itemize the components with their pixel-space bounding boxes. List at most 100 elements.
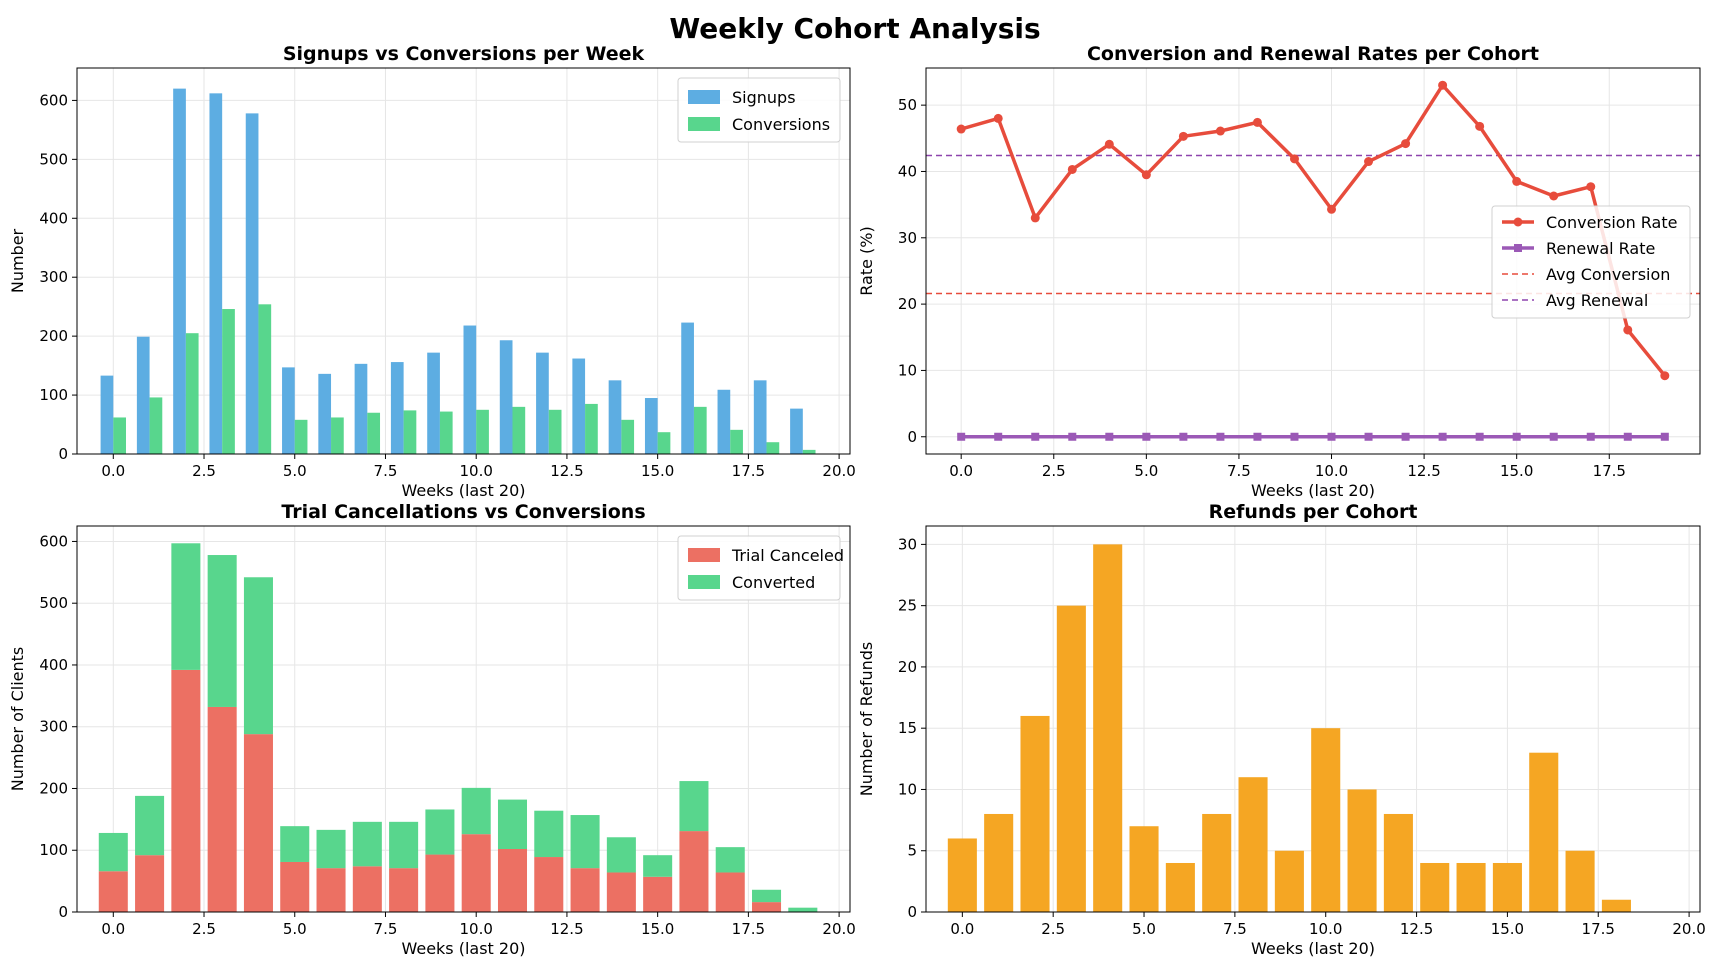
bar-signups <box>644 398 658 454</box>
bar-converted <box>98 832 128 872</box>
y-tick-label: 600 <box>39 91 68 109</box>
bar-converted <box>243 577 273 735</box>
point-conversion-rate <box>1438 80 1448 90</box>
bar-refunds <box>984 813 1014 912</box>
bar-conversions <box>730 429 743 454</box>
legend-label: Avg Conversion <box>1546 265 1670 284</box>
y-tick-label: 300 <box>39 718 68 736</box>
y-tick-label: 40 <box>898 162 917 180</box>
x-tick-label: 17.5 <box>1582 920 1615 938</box>
bar-converted <box>606 837 636 873</box>
bar-converted <box>643 855 673 877</box>
point-conversion-rate <box>1067 164 1077 174</box>
bar-refunds <box>1093 544 1123 912</box>
x-axis-label: Weeks (last 20) <box>401 481 525 500</box>
bar-trial-canceled <box>135 855 165 912</box>
x-tick-label: 10.0 <box>1309 920 1342 938</box>
point-conversion-rate <box>1623 325 1633 335</box>
bar-conversions <box>621 419 635 454</box>
y-tick-label: 30 <box>898 535 917 553</box>
bar-converted <box>679 781 709 832</box>
point-conversion-rate <box>1549 191 1559 201</box>
x-tick-label: 7.5 <box>1227 462 1251 480</box>
point-conversion-rate <box>1030 213 1040 223</box>
bar-refunds <box>1202 813 1232 912</box>
y-axis-label: Number <box>8 228 27 293</box>
bar-refunds <box>1238 777 1268 912</box>
x-tick-label: 0.0 <box>101 920 125 938</box>
x-tick-label: 15.0 <box>1500 462 1533 480</box>
point-conversion-rate <box>1586 182 1596 192</box>
bar-converted <box>316 829 346 869</box>
bar-refunds <box>1129 826 1159 912</box>
bar-trial-canceled <box>280 861 310 912</box>
bar-signups <box>463 325 477 454</box>
x-tick-label: 5.0 <box>1134 462 1158 480</box>
x-tick-label: 0.0 <box>101 462 125 480</box>
x-tick-label: 5.0 <box>283 462 307 480</box>
point-renewal-rate <box>1031 432 1040 441</box>
x-tick-label: 7.5 <box>374 462 398 480</box>
bar-converted <box>715 847 745 873</box>
x-tick-label: 12.5 <box>1400 920 1433 938</box>
bar-signups <box>209 93 223 455</box>
legend-marker <box>1514 244 1522 252</box>
bar-trial-canceled <box>715 872 745 912</box>
x-tick-label: 12.5 <box>550 920 583 938</box>
bar-trial-canceled <box>606 872 636 912</box>
legend: Conversion Rate Renewal Rate Avg Conversio… <box>1491 205 1691 319</box>
point-renewal-rate <box>1438 432 1447 441</box>
chart-rates: 0.0 2.5 5.0 7.5 10.0 12.5 15.0 17.5 0 10 20 30 40 50 C… <box>857 43 1701 500</box>
bar-converted <box>389 821 419 869</box>
chart-title: Conversion and Renewal Rates per Cohort <box>1087 43 1539 65</box>
bar-signups <box>100 375 114 454</box>
y-tick-label: 200 <box>39 779 68 797</box>
bar-trial-canceled <box>461 834 491 912</box>
bar-converted <box>280 826 310 862</box>
x-tick-label: 17.5 <box>732 920 765 938</box>
bar-signups <box>717 389 731 454</box>
point-conversion-rate <box>1512 176 1522 186</box>
bar-converted <box>752 889 782 903</box>
y-tick-label: 200 <box>39 327 68 345</box>
bar-signups <box>753 380 767 454</box>
legend: Signups Conversions <box>677 77 841 143</box>
bar-trial-canceled <box>570 868 600 912</box>
chart-trials: 0.0 2.5 5.0 7.5 10.0 12.5 15.0 17.5 20.0 0 100 200 3… <box>8 501 856 958</box>
x-axis-label: Weeks (last 20) <box>1251 481 1375 500</box>
bar-converted <box>534 810 564 858</box>
bar-trial-canceled <box>679 831 709 912</box>
y-tick-label: 300 <box>39 268 68 286</box>
point-renewal-rate <box>1216 432 1225 441</box>
legend-frame <box>1491 205 1691 319</box>
y-tick-label: 0 <box>58 445 68 463</box>
y-tick-label: 100 <box>39 386 68 404</box>
point-conversion-rate <box>1215 126 1225 136</box>
bar-refunds <box>1601 899 1631 912</box>
bar-refunds <box>1311 728 1341 912</box>
legend-label: Converted <box>732 573 815 592</box>
point-renewal-rate <box>1068 432 1077 441</box>
y-tick-label: 10 <box>898 361 917 379</box>
x-tick-label: 20.0 <box>1672 920 1705 938</box>
series-line-conversion-rate <box>960 83 1667 377</box>
y-axis-label: Number of Refunds <box>857 642 876 797</box>
bar-conversions <box>585 403 598 454</box>
bar-conversions <box>657 432 671 454</box>
y-axis-label: Rate (%) <box>857 226 876 295</box>
bar-signups <box>427 352 440 454</box>
x-tick-label: 17.5 <box>732 462 765 480</box>
y-tick-label: 50 <box>898 96 917 114</box>
bar-converted <box>570 815 600 869</box>
bar-refunds <box>1456 862 1486 912</box>
point-renewal-rate <box>1142 432 1151 441</box>
bar-conversions <box>185 333 199 454</box>
x-tick-label: 20.0 <box>822 462 855 480</box>
point-conversion-rate <box>1327 204 1337 214</box>
point-conversion-rate <box>1475 121 1485 131</box>
bar-refunds <box>1347 789 1377 912</box>
bar-signups <box>390 362 404 454</box>
legend-marker <box>1513 217 1523 227</box>
